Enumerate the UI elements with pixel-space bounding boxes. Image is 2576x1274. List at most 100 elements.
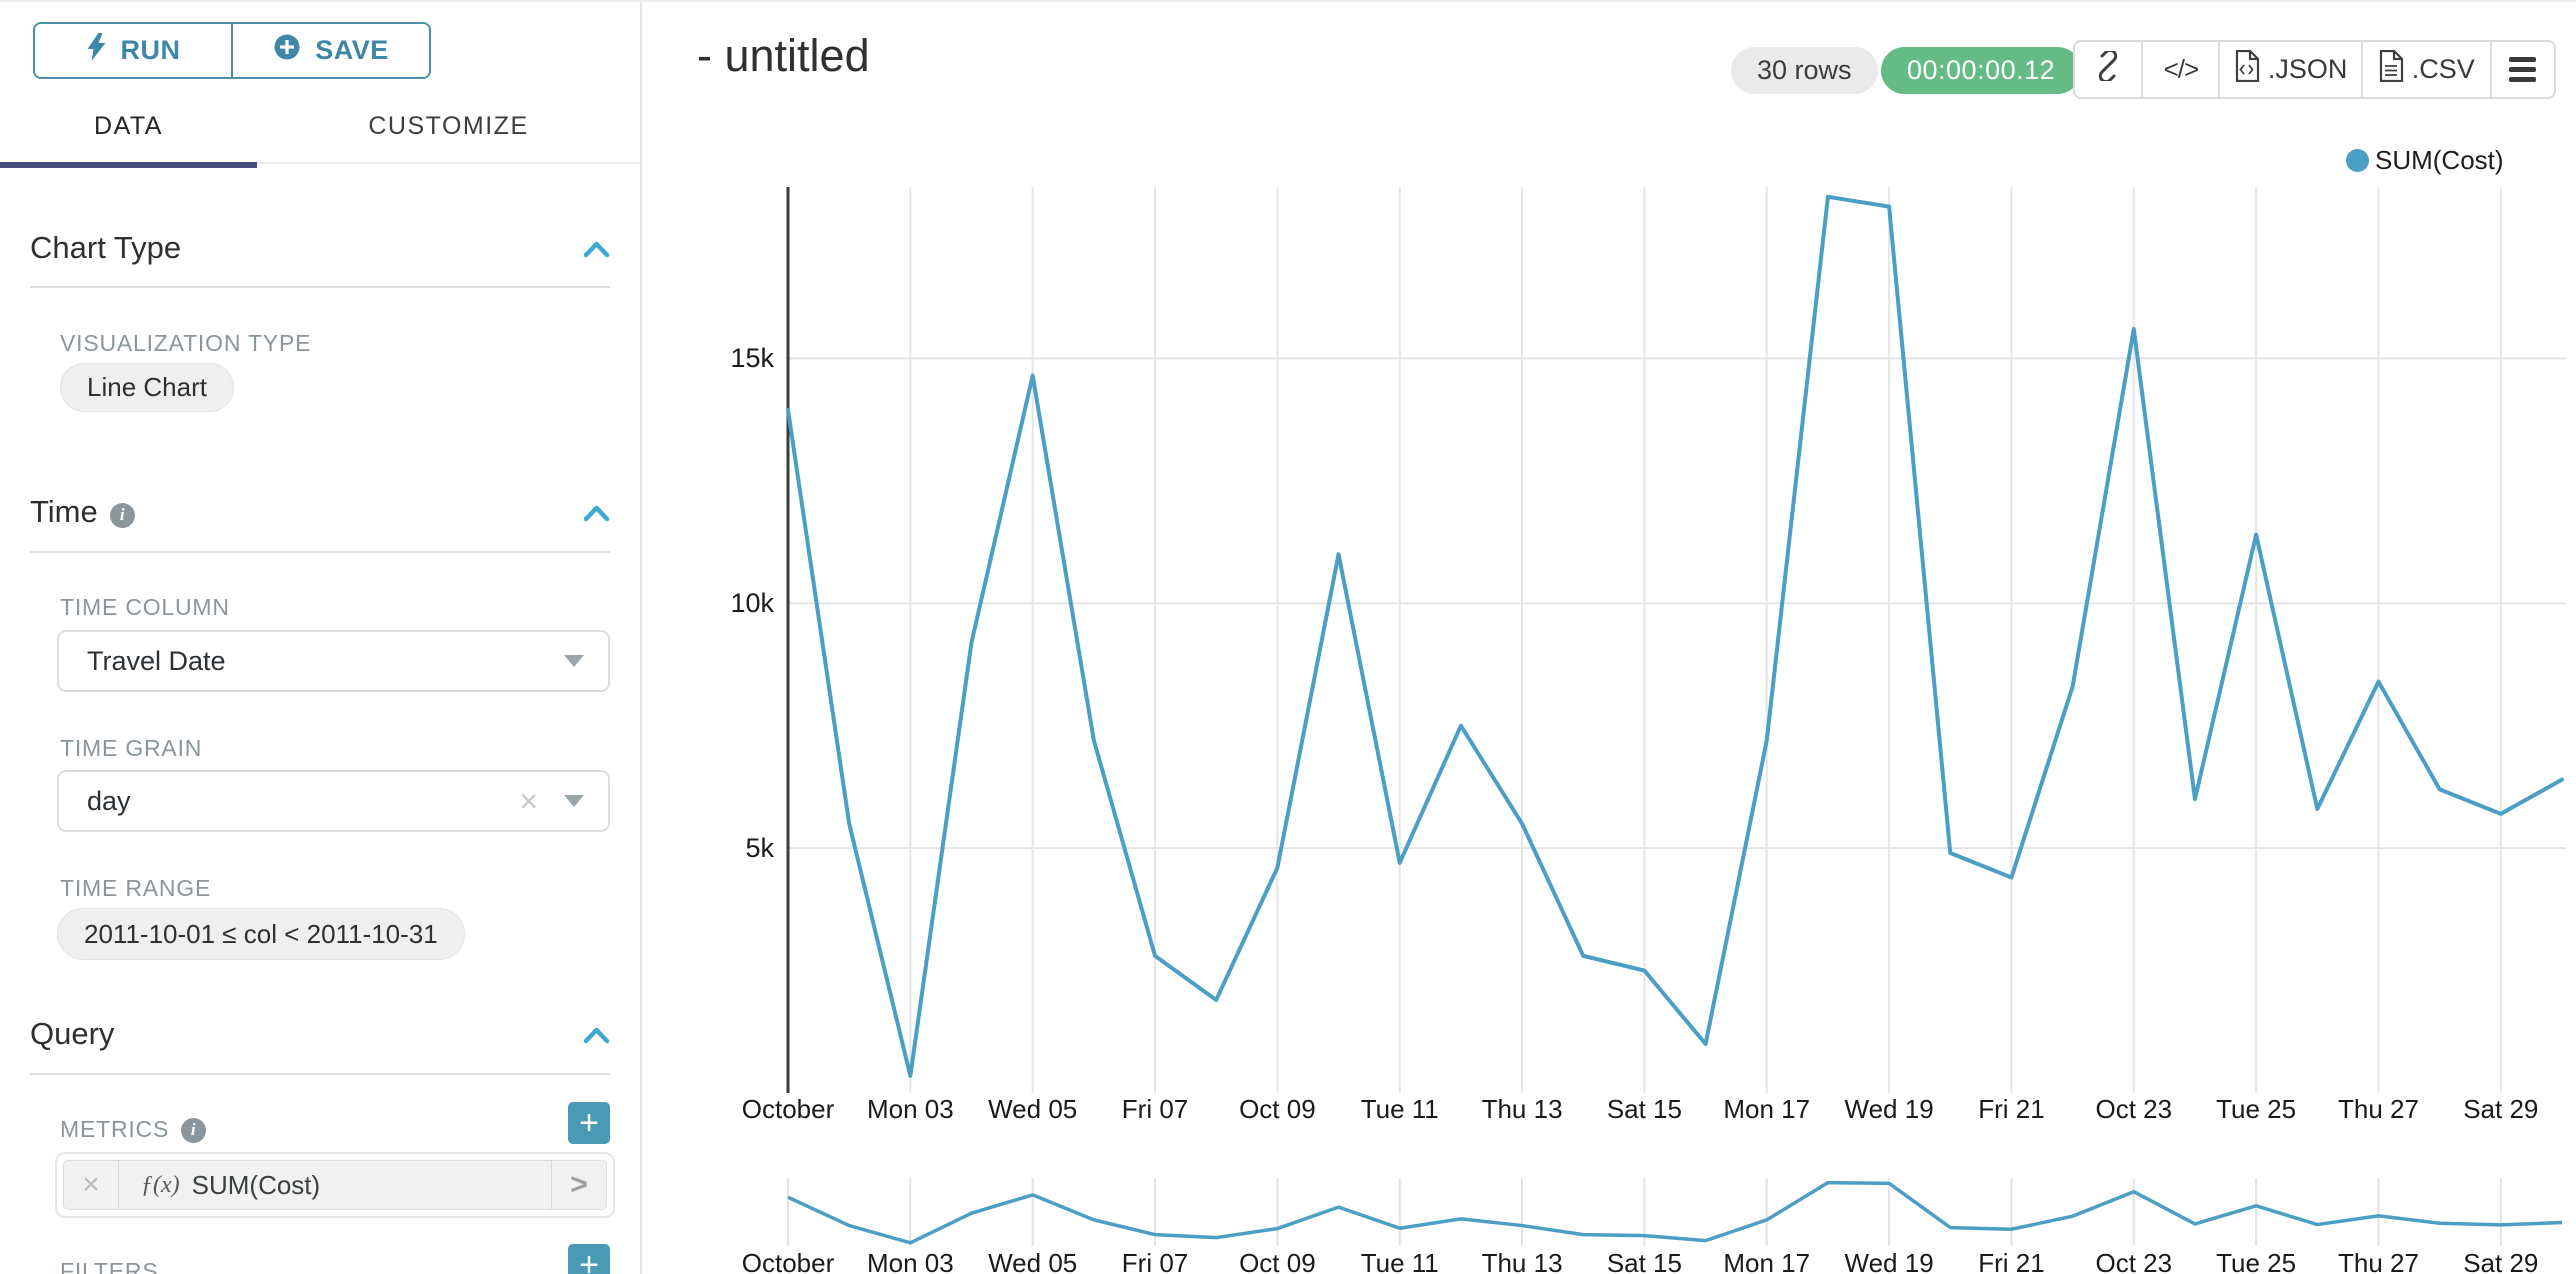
caret-down-icon xyxy=(564,795,584,807)
x-tick-label: Oct 09 xyxy=(1239,1094,1316,1124)
metric-label: ƒ(x) SUM(Cost) xyxy=(119,1161,551,1209)
viz-type-value: Line Chart xyxy=(60,363,234,412)
filters-label: FILTERS xyxy=(60,1258,159,1274)
clear-icon[interactable]: × xyxy=(519,783,538,819)
x-tick-label: Mon 17 xyxy=(1723,1094,1811,1124)
tab-data[interactable]: DATA xyxy=(0,90,257,168)
sidebar-tabs: DATA CUSTOMIZE xyxy=(0,90,640,168)
lightning-icon xyxy=(86,33,107,68)
chart-type-section-header: Chart Type xyxy=(30,230,610,276)
csv-file-icon xyxy=(2378,49,2404,89)
divider xyxy=(30,286,610,288)
query-section-header: Query xyxy=(30,1016,610,1062)
legend-dot-icon xyxy=(2346,149,2369,172)
save-button[interactable]: SAVE xyxy=(231,24,429,77)
time-column-select[interactable]: Travel Date xyxy=(57,630,610,692)
x-tick-label: Fri 07 xyxy=(1121,1094,1189,1124)
time-grain-value: day xyxy=(87,785,131,816)
brush-tick-label: Thu 13 xyxy=(1481,1248,1563,1274)
brush-tick-label: Sat 15 xyxy=(1606,1248,1682,1274)
csv-label: .CSV xyxy=(2411,54,2475,84)
run-button[interactable]: RUN xyxy=(35,24,231,77)
time-range-value: 2011-10-01 ≤ col < 2011-10-31 xyxy=(57,908,465,960)
chevron-up-icon[interactable] xyxy=(583,1026,610,1049)
brush-tick-label: Mon 17 xyxy=(1723,1248,1811,1274)
x-tick-label: October xyxy=(741,1094,835,1124)
info-icon[interactable]: i xyxy=(181,1117,207,1143)
chevron-up-icon[interactable] xyxy=(583,504,610,527)
plus-icon: + xyxy=(579,1104,599,1142)
x-tick-label: Tue 11 xyxy=(1360,1094,1439,1124)
open-metric-chevron-icon[interactable]: > xyxy=(551,1161,606,1209)
brush-tick-label: Sat 29 xyxy=(2463,1248,2539,1274)
plus-icon: + xyxy=(579,1246,599,1274)
chart-type-title: Chart Type xyxy=(30,230,182,265)
time-grain-select[interactable]: day × xyxy=(57,770,610,832)
y-tick-label: 5k xyxy=(745,833,774,864)
short-link-button[interactable] xyxy=(2075,42,2141,97)
time-column-label: TIME COLUMN xyxy=(60,594,230,620)
range-brush-chart[interactable] xyxy=(786,1174,2566,1246)
code-icon: </> xyxy=(2163,54,2200,84)
time-title: Time xyxy=(30,494,98,529)
x-tick-label: Wed 05 xyxy=(988,1094,1078,1124)
x-tick-label: Sat 29 xyxy=(2463,1094,2539,1124)
fx-icon: ƒ(x) xyxy=(141,1171,180,1198)
brush-tick-label: Oct 23 xyxy=(2095,1248,2173,1274)
hamburger-menu-icon xyxy=(2509,57,2537,82)
export-csv-button[interactable]: .CSV xyxy=(2360,42,2490,97)
export-button-group: </> .JSON .CSV xyxy=(2073,40,2556,99)
remove-metric-icon[interactable]: × xyxy=(64,1161,119,1209)
info-icon[interactable]: i xyxy=(109,502,135,528)
time-range-pill[interactable]: 2011-10-01 ≤ col < 2011-10-31 xyxy=(57,908,465,960)
save-button-label: SAVE xyxy=(315,35,389,65)
export-json-button[interactable]: .JSON xyxy=(2218,42,2360,97)
time-grain-label: TIME GRAIN xyxy=(60,735,203,761)
brush-tick-label: Mon 03 xyxy=(866,1248,954,1274)
brush-tick-label: Fri 07 xyxy=(1121,1248,1189,1274)
x-tick-label: Wed 19 xyxy=(1844,1094,1934,1124)
x-tick-label: Thu 13 xyxy=(1481,1094,1563,1124)
row-count-badge: 30 rows xyxy=(1731,47,1878,94)
plus-circle-icon xyxy=(273,33,301,68)
chart-menu-button[interactable] xyxy=(2489,42,2554,97)
add-filter-button[interactable]: + xyxy=(568,1244,610,1274)
y-tick-label: 10k xyxy=(730,588,774,619)
query-title: Query xyxy=(30,1016,115,1051)
sidebar-divider xyxy=(640,2,642,1274)
visualization-type-label: VISUALIZATION TYPE xyxy=(60,330,312,356)
run-save-button-group: RUN SAVE xyxy=(33,22,431,79)
y-tick-label: 15k xyxy=(730,343,774,374)
metrics-label: METRICS i xyxy=(60,1116,580,1143)
time-section-header: Time i xyxy=(30,494,610,540)
embed-code-button[interactable]: </> xyxy=(2141,42,2218,97)
divider xyxy=(30,1073,610,1075)
brush-tick-label: Oct 09 xyxy=(1239,1248,1316,1274)
x-tick-label: Fri 21 xyxy=(1978,1094,2045,1124)
x-tick-label: Oct 23 xyxy=(2095,1094,2173,1124)
legend-item[interactable]: SUM(Cost) xyxy=(2346,145,2504,176)
caret-down-icon xyxy=(564,655,584,667)
time-column-value: Travel Date xyxy=(87,645,226,676)
metric-value: SUM(Cost) xyxy=(191,1169,321,1200)
legend-label: SUM(Cost) xyxy=(2375,145,2504,175)
line-chart[interactable] xyxy=(786,187,2566,1093)
time-range-label: TIME RANGE xyxy=(60,875,212,901)
json-file-icon xyxy=(2234,49,2260,89)
link-icon xyxy=(2093,48,2123,88)
chevron-up-icon[interactable] xyxy=(583,240,610,263)
tab-customize[interactable]: CUSTOMIZE xyxy=(368,111,529,140)
x-tick-label: Mon 03 xyxy=(866,1094,954,1124)
visualization-type-pill[interactable]: Line Chart xyxy=(60,363,234,412)
brush-tick-label: Fri 21 xyxy=(1978,1248,2045,1274)
run-button-label: RUN xyxy=(120,35,181,65)
chart-title[interactable]: - untitled xyxy=(697,30,870,81)
brush-tick-label: Tue 11 xyxy=(1360,1248,1439,1274)
metric-pill[interactable]: × ƒ(x) SUM(Cost) > xyxy=(63,1160,607,1210)
add-metric-button[interactable]: + xyxy=(568,1102,610,1144)
brush-tick-label: October xyxy=(741,1248,835,1274)
metric-container: × ƒ(x) SUM(Cost) > xyxy=(55,1152,615,1218)
x-tick-label: Tue 25 xyxy=(2216,1094,2297,1124)
json-label: .JSON xyxy=(2267,54,2348,84)
